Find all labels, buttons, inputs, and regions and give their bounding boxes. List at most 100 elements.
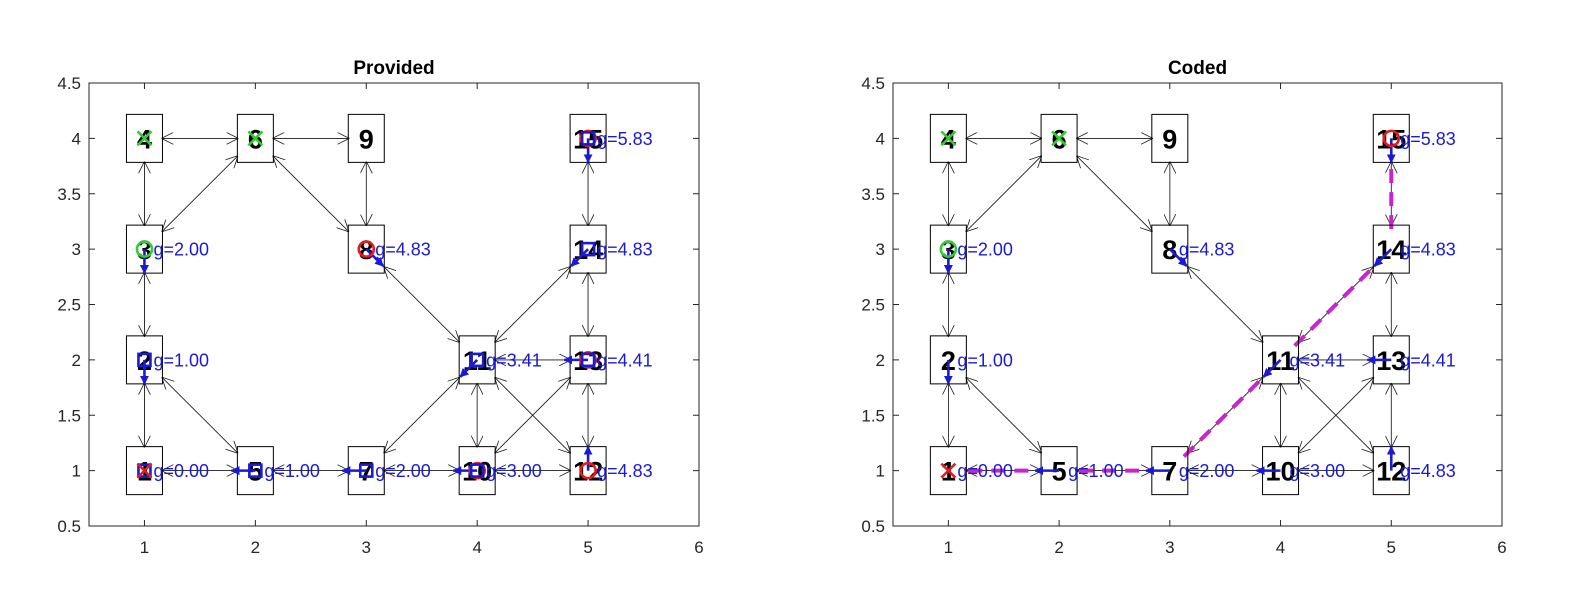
edge-8-6: [1077, 156, 1153, 232]
y-tick-label: 3: [72, 240, 81, 259]
y-tick-label: 2.5: [861, 296, 885, 315]
edge-3-6: [162, 156, 237, 232]
backpointer-11-7: [1262, 358, 1282, 378]
marker-x-4: [136, 130, 153, 147]
marker-square-7: [358, 463, 374, 478]
edge-10-13: [494, 378, 570, 453]
node-box-9: [347, 113, 385, 163]
g-value-10: g=3.00: [486, 461, 542, 481]
g-value-5: g=1.00: [264, 461, 320, 481]
y-tick-label: 3.5: [57, 185, 81, 204]
marker-circle-8: [357, 240, 376, 258]
x-tick-label: 2: [251, 538, 260, 557]
node-box-1: [929, 446, 967, 496]
marker-square-15: [580, 131, 596, 146]
node-box-1: [125, 446, 163, 496]
x-tick-label: 1: [140, 538, 149, 557]
g-value-5: g=1.00: [1068, 461, 1124, 481]
edge-5-2: [162, 378, 238, 453]
node-label-9: 9: [359, 124, 374, 154]
g-value-8: g=4.83: [375, 240, 431, 260]
g-value-3: g=2.00: [957, 240, 1013, 260]
marker-circle-15: [1382, 129, 1401, 148]
g-value-15: g=5.83: [597, 129, 653, 149]
g-value-12: g=4.83: [597, 461, 653, 481]
g-value-7: g=2.00: [375, 461, 431, 481]
edge-5-2: [966, 378, 1042, 453]
plot-coded: Coded1234560.511.522.533.544.51234567891…: [861, 58, 1506, 557]
backpointer-14-11: [1373, 248, 1393, 268]
node-box-11: [1262, 335, 1300, 385]
y-tick-label: 1.5: [861, 406, 885, 425]
g-value-10: g=3.00: [1290, 461, 1346, 481]
y-tick-label: 4: [72, 129, 81, 148]
marker-x-6: [1051, 130, 1068, 147]
marker-square-1: [137, 463, 152, 478]
node-label-9: 9: [1162, 124, 1177, 154]
edge-11-8: [384, 267, 460, 343]
x-tick-label: 4: [472, 538, 481, 557]
y-tick-label: 4.5: [861, 74, 885, 93]
marker-circle-3: [135, 240, 154, 258]
backpointer-8-11: [365, 248, 385, 268]
x-tick-label: 2: [1054, 538, 1063, 557]
g-value-12: g=4.83: [1400, 461, 1456, 481]
path-segment-7-11: [1182, 372, 1268, 458]
y-tick-label: 4.5: [57, 74, 81, 93]
y-tick-label: 1: [876, 462, 885, 481]
y-tick-label: 2: [72, 351, 81, 370]
node-box-4: [929, 113, 967, 163]
x-tick-label: 6: [694, 538, 703, 557]
x-tick-label: 6: [1497, 538, 1506, 557]
marker-x-6: [247, 130, 264, 147]
g-value-14: g=4.83: [597, 240, 653, 260]
g-value-1: g=0.00: [153, 461, 209, 481]
y-tick-label: 0.5: [861, 517, 885, 536]
marker-circle-10: [468, 461, 486, 480]
y-tick-label: 4: [876, 129, 885, 148]
y-tick-label: 2.5: [57, 296, 81, 315]
y-tick-label: 2: [876, 351, 885, 370]
marker-x-1: [136, 462, 153, 479]
node-box-8: [1151, 224, 1189, 274]
x-tick-label: 4: [1276, 538, 1285, 557]
node-box-14: [569, 224, 607, 274]
g-value-11: g=3.41: [1290, 350, 1346, 370]
marker-square-5: [248, 463, 263, 478]
g-value-8: g=4.83: [1179, 240, 1235, 260]
x-tick-label: 3: [1165, 538, 1174, 557]
x-tick-label: 1: [944, 538, 953, 557]
x-tick-label: 3: [362, 538, 371, 557]
marker-x-4: [940, 130, 957, 147]
edge-11-8: [1188, 267, 1263, 343]
plot-provided: Provided1234560.511.522.533.544.51234567…: [57, 58, 703, 557]
g-value-3: g=2.00: [153, 240, 209, 260]
path-segment-11-14: [1293, 261, 1379, 348]
g-value-14: g=4.83: [1400, 240, 1456, 260]
node-box-4: [125, 113, 163, 163]
g-value-13: g=4.41: [597, 350, 653, 370]
y-tick-label: 3: [876, 240, 885, 259]
backpointer-8-11: [1168, 248, 1188, 268]
g-value-7: g=2.00: [1179, 461, 1235, 481]
node-box-9: [1151, 113, 1189, 163]
node-box-11: [458, 335, 496, 385]
g-value-1: g=0.00: [957, 461, 1013, 481]
g-value-2: g=1.00: [957, 350, 1013, 370]
marker-square-2: [137, 352, 152, 368]
g-value-11: g=3.41: [486, 350, 542, 370]
y-tick-label: 3.5: [861, 185, 885, 204]
y-tick-label: 0.5: [57, 517, 81, 536]
y-tick-label: 1: [72, 462, 81, 481]
backpointer-14-11: [570, 248, 590, 268]
g-value-15: g=5.83: [1400, 129, 1456, 149]
x-tick-label: 5: [583, 538, 592, 557]
marker-square-10: [469, 463, 485, 478]
chart-title: Coded: [1168, 58, 1227, 79]
marker-square-11: [469, 352, 485, 368]
g-value-2: g=1.00: [153, 350, 209, 370]
edge-7-11: [384, 378, 459, 453]
marker-square-14: [580, 241, 596, 257]
